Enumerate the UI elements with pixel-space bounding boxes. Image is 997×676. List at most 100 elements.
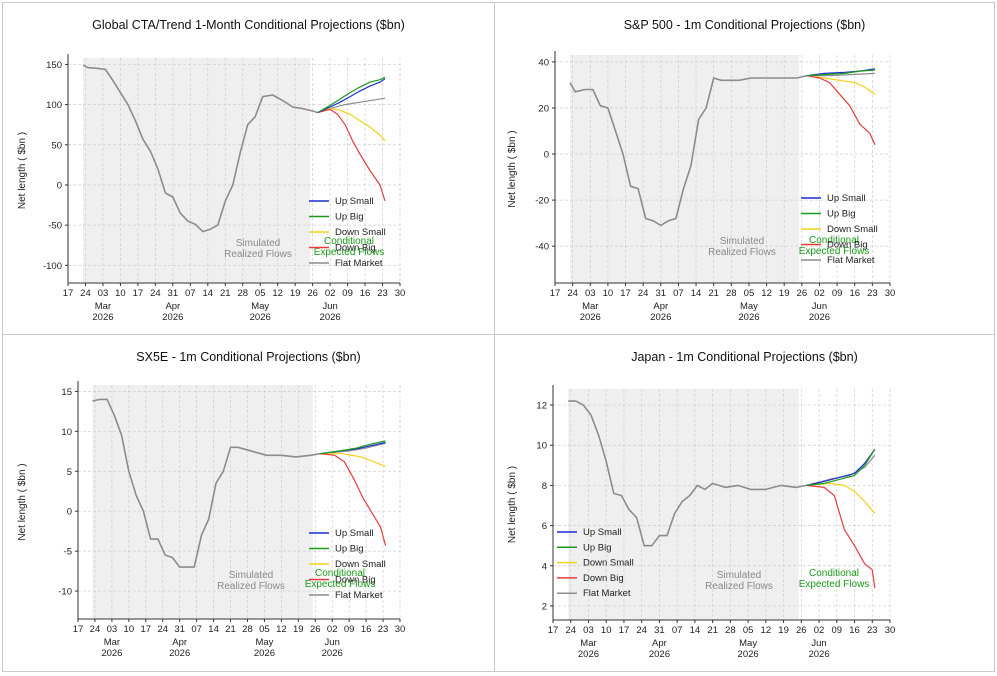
realized-flows-label: Realized Flows [708,247,776,258]
x-tick-label: 30 [885,288,896,299]
chart-panel-japan: Japan - 1m Conditional Projections ($bn)… [494,334,995,672]
realized-flows-label: Simulated [720,236,764,247]
conditional-flows-label: Conditional [315,568,365,579]
x-tick-label: 26 [797,288,808,299]
x-month-label: Jun [812,301,827,312]
legend-entry: Up Big [827,209,856,220]
x-year-label: 2026 [580,312,601,323]
legend-entry: Down Small [583,558,634,569]
realized-flows-region [570,55,800,283]
chart-global-cta: Global CTA/Trend 1-Month Conditional Pro… [17,18,406,323]
y-tick-label: 0 [67,507,72,518]
x-tick-label: 21 [707,625,718,636]
x-tick-label: 19 [293,624,304,635]
x-month-label: Jun [325,637,340,648]
series-line-down-big [317,108,386,202]
chart-panel-sp500: S&P 500 - 1m Conditional Projections ($b… [494,2,995,335]
x-tick-label: 03 [107,624,118,635]
x-year-label: 2026 [808,649,829,660]
y-tick-label: 100 [46,100,62,111]
x-year-label: 2026 [650,312,671,323]
y-axis-label: Net length ( $bn ) [17,132,28,209]
x-month-label: Jun [322,301,337,312]
x-tick-label: 24 [157,624,168,635]
x-tick-label: 17 [619,625,630,636]
x-tick-label: 10 [115,288,126,299]
x-month-label: May [740,301,758,312]
y-tick-label: -50 [48,221,62,232]
legend-entry: Down Big [335,575,376,586]
chart-title: Global CTA/Trend 1-Month Conditional Pro… [92,18,405,32]
x-tick-label: 26 [310,624,321,635]
x-tick-label: 17 [133,288,144,299]
legend-entry: Up Big [583,542,612,553]
x-tick-label: 23 [377,288,388,299]
x-tick-label: 05 [255,288,266,299]
y-tick-label: 6 [542,521,547,532]
x-month-label: Apr [653,301,668,312]
x-tick-label: 30 [395,288,406,299]
legend-entry: Up Small [827,193,866,204]
legend-entry: Down Small [335,227,386,238]
x-tick-label: 19 [779,288,790,299]
y-tick-label: 0 [57,180,62,191]
legend-entry: Down Small [827,224,878,235]
x-tick-label: 23 [867,625,878,636]
y-tick-label: -20 [535,196,549,207]
y-tick-label: -100 [43,261,62,272]
x-month-label: Apr [165,301,180,312]
x-tick-label: 02 [814,288,825,299]
legend-entry: Flat Market [335,590,383,601]
y-tick-label: 150 [46,60,62,71]
y-axis-label: Net length ( $bn ) [507,130,518,207]
realized-flows-label: Realized Flows [224,249,292,260]
x-tick-label: 09 [832,288,843,299]
x-year-label: 2026 [809,312,830,323]
x-tick-label: 19 [290,288,301,299]
x-year-label: 2026 [738,312,759,323]
x-tick-label: 24 [636,625,647,636]
series-line-down-big [806,75,876,146]
chart-title: S&P 500 - 1m Conditional Projections ($b… [624,18,866,32]
x-year-label: 2026 [578,649,599,660]
x-month-label: Apr [652,638,667,649]
conditional-flows-label: Expected Flows [799,579,870,590]
y-tick-label: 0 [544,150,549,161]
y-tick-label: 4 [542,561,547,572]
x-tick-label: 10 [603,288,614,299]
y-tick-label: 5 [67,467,72,478]
x-tick-label: 16 [849,625,860,636]
chart-japan: Japan - 1m Conditional Projections ($bn)… [507,350,895,660]
legend-entry: Down Big [583,573,624,584]
x-tick-label: 03 [583,625,594,636]
x-tick-label: 28 [725,625,736,636]
x-tick-label: 17 [63,288,74,299]
legend-entry: Flat Market [335,258,383,269]
x-tick-label: 12 [276,624,287,635]
series-line-up-small [806,448,876,486]
x-year-label: 2026 [649,649,670,660]
series-line-history [92,398,321,568]
series-line-history [568,400,807,547]
x-tick-label: 07 [672,625,683,636]
x-year-label: 2026 [322,648,343,659]
x-tick-label: 17 [73,624,84,635]
y-tick-label: -10 [58,587,72,598]
x-year-label: 2026 [92,312,113,323]
x-tick-label: 23 [867,288,878,299]
x-tick-label: 24 [150,288,161,299]
realized-flows-label: Realized Flows [217,581,285,592]
x-tick-label: 17 [548,625,559,636]
x-month-label: May [251,301,269,312]
x-tick-label: 02 [327,624,338,635]
series-line-up-small [317,78,386,114]
y-tick-label: 8 [542,481,547,492]
x-month-label: Mar [95,301,111,312]
x-tick-label: 21 [708,288,719,299]
conditional-flows-label: Conditional [809,235,859,246]
legend-entry: Down Small [335,559,386,570]
realized-flows-label: Simulated [717,570,761,581]
x-tick-label: 31 [654,625,665,636]
x-tick-label: 31 [174,624,185,635]
